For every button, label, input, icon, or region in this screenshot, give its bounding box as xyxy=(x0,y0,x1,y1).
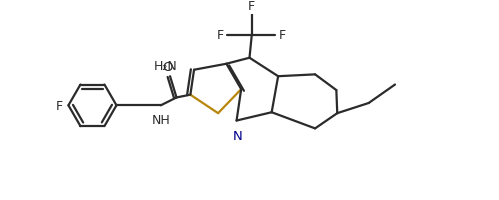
Text: F: F xyxy=(217,29,224,42)
Text: N: N xyxy=(233,129,243,142)
Text: H₂N: H₂N xyxy=(154,59,178,72)
Text: O: O xyxy=(163,60,173,73)
Text: F: F xyxy=(248,0,255,12)
Text: NH: NH xyxy=(151,114,170,127)
Text: F: F xyxy=(278,29,286,42)
Text: F: F xyxy=(55,99,62,112)
